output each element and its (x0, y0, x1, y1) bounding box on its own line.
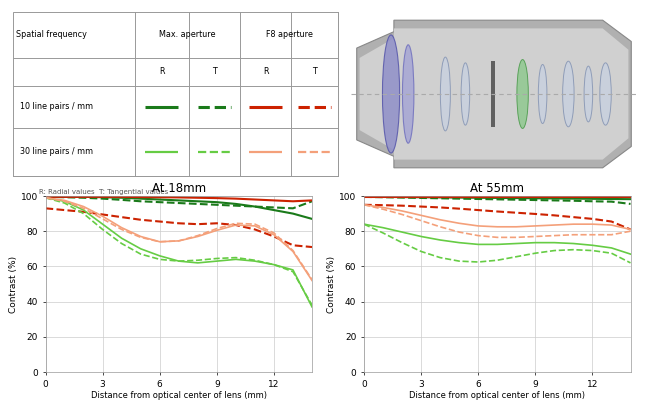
Title: At 55mm: At 55mm (470, 182, 525, 195)
Text: 30 line pairs / mm: 30 line pairs / mm (20, 147, 92, 156)
Title: At 18mm: At 18mm (151, 182, 206, 195)
Ellipse shape (563, 61, 574, 127)
X-axis label: Distance from optical center of lens (mm): Distance from optical center of lens (mm… (410, 392, 585, 400)
Text: F8 aperture: F8 aperture (266, 30, 313, 40)
Text: Max. aperture: Max. aperture (159, 30, 216, 40)
Ellipse shape (538, 64, 547, 124)
Bar (491, 61, 495, 127)
Polygon shape (357, 20, 631, 168)
Text: T: T (212, 67, 217, 76)
Ellipse shape (402, 45, 414, 143)
Text: 10 line pairs / mm: 10 line pairs / mm (20, 102, 92, 111)
Ellipse shape (441, 57, 450, 131)
Ellipse shape (584, 66, 593, 122)
Text: R: Radial values  T: Tangential values: R: Radial values T: Tangential values (40, 189, 168, 195)
Text: Spatial frequency: Spatial frequency (16, 30, 87, 40)
Y-axis label: Contrast (%): Contrast (%) (328, 256, 336, 312)
Text: R: R (159, 67, 164, 76)
Polygon shape (359, 28, 629, 160)
Ellipse shape (461, 63, 470, 125)
Ellipse shape (382, 35, 400, 153)
X-axis label: Distance from optical center of lens (mm): Distance from optical center of lens (mm… (91, 392, 266, 400)
Ellipse shape (600, 63, 611, 125)
Text: R: R (263, 67, 268, 76)
Text: T: T (312, 67, 317, 76)
Y-axis label: Contrast (%): Contrast (%) (9, 256, 18, 312)
Ellipse shape (517, 60, 528, 128)
